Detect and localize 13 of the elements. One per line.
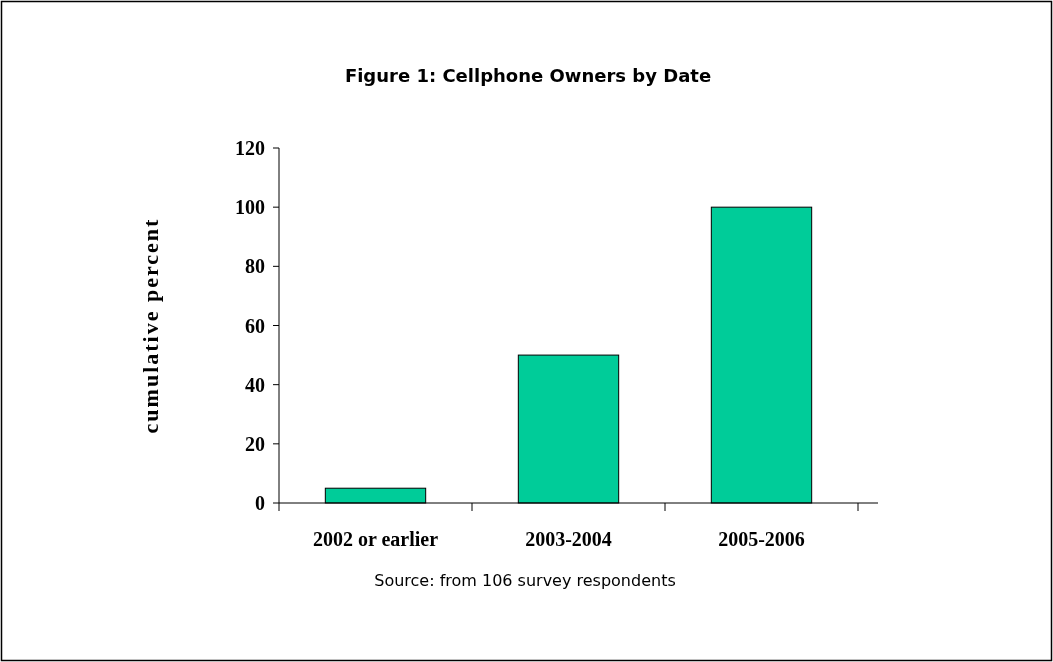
- y-tick-label: 20: [245, 432, 265, 455]
- x-tick-label: 2002 or earlier: [312, 528, 439, 550]
- y-axis-title: cumulative percent: [138, 217, 163, 434]
- y-tick-label: 120: [235, 137, 265, 159]
- source-note: Source: from 106 survey respondents: [374, 571, 676, 590]
- y-tick-label: 0: [255, 492, 265, 514]
- x-tick-label: 2005-2006: [718, 528, 805, 550]
- y-tick-label: 80: [245, 255, 265, 278]
- chart-title: Figure 1: Cellphone Owners by Date: [344, 65, 712, 86]
- y-tick-label: 40: [245, 373, 265, 396]
- y-tick-label: 100: [235, 196, 265, 219]
- y-tick-label: 60: [245, 314, 265, 337]
- x-tick-label: 2003-2004: [525, 528, 612, 550]
